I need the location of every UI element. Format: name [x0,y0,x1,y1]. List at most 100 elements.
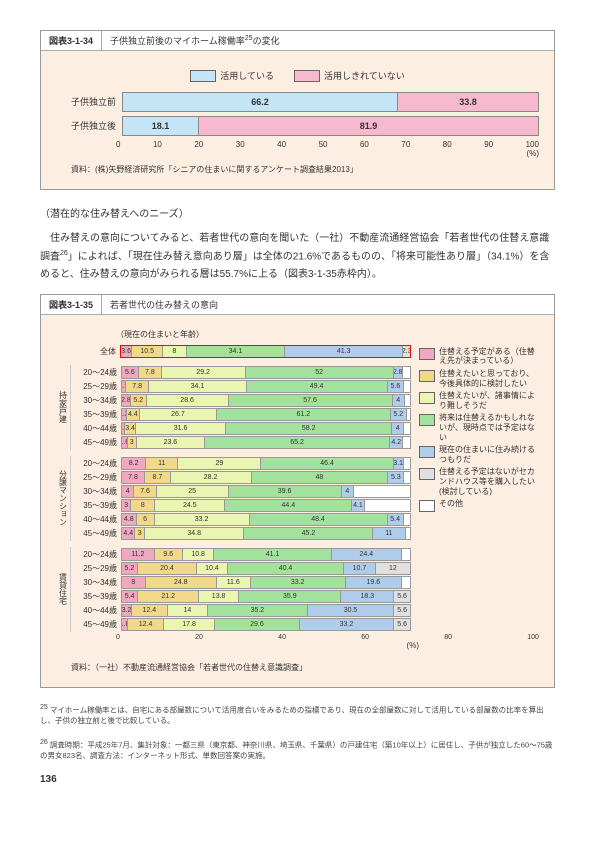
legend-item: 現在の住まいに住み続けるつもりだ [419,445,539,464]
bar-track: 3824.544.44.1 [121,499,411,512]
x-axis-unit: (%) [56,149,539,158]
bar-row: 20〜24歳5.67.829.2522.8 [71,366,411,379]
section-heading: （潜在的な住み替えへのニーズ） [40,205,555,220]
tick-label: 60 [361,634,369,641]
bar-segment: 40.4 [228,563,344,574]
bar-label: 20〜24歳 [71,458,121,469]
bar-segment [405,395,410,406]
bar-track: 8.2112946.43.1 [121,457,411,470]
bar-segment: 4.8 [122,514,137,525]
legend-label: 活用しきれていない [324,69,405,82]
bar-segment: 41.1 [214,549,331,560]
figure-2: 図表3-1-35 若者世代の住み替えの意向 （現在の住まいと年齢） 全体3.61… [40,294,555,688]
bar-segment: 81.9 [199,117,538,135]
bar-track: 3.212.41435.230.55.6 [121,604,411,617]
bar-segment: 35.9 [239,591,341,602]
bar-row: 45〜49歳4.4334.845.211 [71,527,411,540]
footnote: 26 調査時期：平成25年7月、集計対象：一都三県（東京都、神奈川県、埼玉県、千… [40,738,555,762]
tick-label: 70 [401,140,410,149]
bar-segment: 29 [178,458,261,469]
bar-segment [402,549,410,560]
bar-segment: 13.8 [199,591,239,602]
bar-segment: 21.2 [138,591,199,602]
bar-row: 35〜39歳3824.544.44.1 [71,499,411,512]
legend-swatch [419,392,435,404]
legend-item: 住替える予定がある（住替え先が決まっている） [419,347,539,366]
legend-swatch [419,500,435,512]
tick-label: 40 [278,634,286,641]
bar-segment: 10.4 [197,563,228,574]
bar-row: 子供独立後18.181.9 [56,116,539,136]
legend-label: その他 [439,499,463,509]
bar-segment: 5.4 [388,514,404,525]
bar-segment [403,367,410,378]
bar-row: 子供独立前66.233.8 [56,92,539,112]
bar-track: 2.85.228.657.64 [121,394,411,407]
bar-segment: 28.2 [171,472,252,483]
bar-segment [404,458,411,469]
chart-group: 分譲マンション20〜24歳8.2112946.43.125〜29歳7.88.72… [56,456,411,541]
bar-segment: 3 [128,437,137,448]
bar-segment: 49.4 [247,381,388,392]
legend-swatch [419,414,435,426]
figure-title-text: 若者世代の住み替えの意向 [102,295,226,314]
bar-segment [404,381,410,392]
bar-segment: 20.4 [138,563,197,574]
body-paragraph: 住み替えの意向についてみると、若者世代の意向を聞いた（一社）不動産流通経営協会「… [40,230,555,284]
bar-segment: 3.2 [122,605,132,616]
bar-label: 45〜49歳 [71,437,121,448]
figure-1-chart: 活用している活用しきれていない 子供独立前66.233.8子供独立後18.181… [41,51,554,189]
bar-segment: 3.1 [394,458,404,469]
legend-swatch [419,348,435,360]
legend-swatch [419,468,435,480]
bar-segment: 28.6 [147,395,229,406]
bar-row: 40〜44歳4.8633.248.45.4 [71,513,411,526]
bar-segment: 34.8 [145,528,245,539]
bar-segment [404,472,410,483]
footnote: 25 マイホーム稼働率とは、自宅にある部屋数について活用度合いをみるための指標で… [40,703,555,727]
bar-segment: 5.2 [391,409,407,420]
tick-label: 50 [319,140,328,149]
bar-segment: 7.8 [126,381,149,392]
bar-row: 35〜39歳1.34.426.761.25.2 [71,408,411,421]
bar-segment: 4.2 [390,437,403,448]
bar-segment: 5.6 [122,367,139,378]
bar-segment: 52 [246,367,394,378]
x-axis: 020406080100 [56,634,539,641]
bar-segment: 34.1 [187,346,285,357]
legend-swatch [190,70,216,82]
bar-segment: 5.6 [394,605,410,616]
tick-label: 10 [153,140,162,149]
bar-segment: 4.4 [127,409,140,420]
bar-track: 5.421.213.835.918.35.6 [121,590,411,603]
bar-track: 0.83.431.658.24 [121,422,411,435]
bar-row: 30〜34歳2.85.228.657.64 [71,394,411,407]
bar-row: 全体3.610.5834.141.32.3 [70,345,411,358]
legend-label: 住替える予定はないがセカンドハウス等を購入したい(検討している) [439,467,539,496]
bar-segment: 12 [376,563,410,574]
bar-segment: 25 [157,486,229,497]
legend-item: その他 [419,499,539,512]
tick-label: 80 [443,140,452,149]
figure-number: 図表3-1-34 [41,31,102,50]
bar-row: 30〜34歳47.62539.64 [71,485,411,498]
legend-swatch [294,70,320,82]
figure-2-legend: 住替える予定がある（住替え先が決まっている）住替えたいと思っており、今後具体的に… [411,344,539,632]
bar-track: 4.8633.248.45.4 [121,513,411,526]
tick-label: 0 [116,140,120,149]
bar-segment [404,514,410,525]
figure-2-subtitle: （現在の住まいと年齢） [116,329,539,340]
tick-label: 40 [277,140,286,149]
bar-segment: 8 [122,577,146,588]
bar-segment: 26.7 [140,409,217,420]
bar-segment: 58.2 [226,423,392,434]
chart-group: 全体3.610.5834.141.32.3 [56,344,411,359]
figure-1: 図表3-1-34 子供独立前後のマイホーム稼働率25の変化 活用している活用しき… [40,30,555,190]
bar-segment: 66.2 [123,93,398,111]
bar-track: 1.34.426.761.25.2 [121,408,411,421]
bar-segment: 4 [122,486,134,497]
tick-label: 100 [526,140,539,149]
bar-segment: 24.8 [146,577,217,588]
bar-segment: 61.2 [217,409,391,420]
bar-segment: 18.3 [341,591,394,602]
